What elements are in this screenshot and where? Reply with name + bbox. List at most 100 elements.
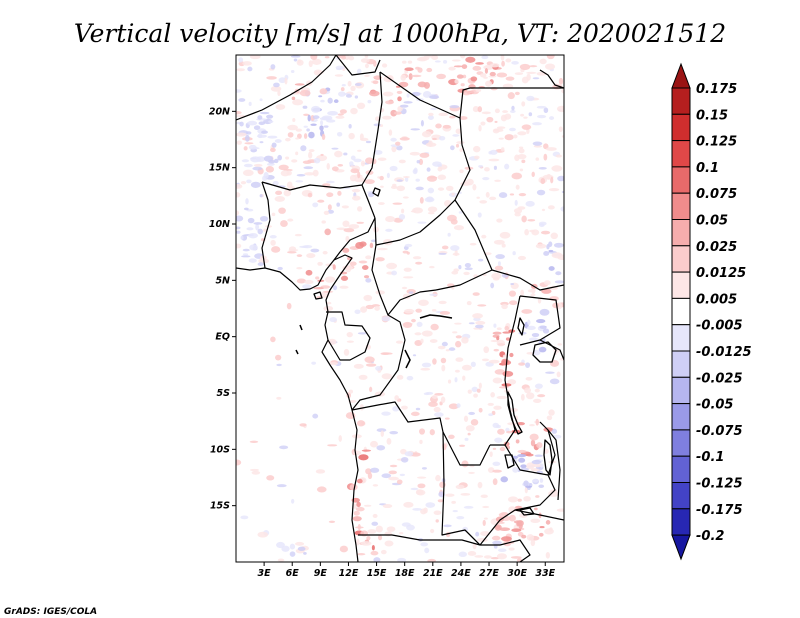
field-cell [438,300,447,305]
field-cell [277,154,282,161]
field-cell [285,156,290,160]
field-cell [494,369,506,375]
field-cell [497,261,501,266]
field-cell [413,167,418,174]
field-cell [291,96,296,101]
field-cell [469,242,477,246]
field-cell [386,437,392,445]
field-cell [236,132,247,137]
field-cell [348,123,352,129]
colorbar-label: -0.175 [696,503,743,518]
field-cell [444,417,450,420]
field-cell [367,529,377,534]
field-cell [545,551,550,559]
field-cell [284,77,288,85]
field-cell [426,167,431,172]
field-cell [492,461,501,467]
lake-kariba [519,507,535,516]
field-cell [451,270,459,275]
field-cell [465,425,475,432]
field-cell [279,445,289,450]
border-north-a [236,55,337,121]
field-cell [350,165,355,168]
lake-victoria [532,341,557,363]
field-cell [546,244,550,250]
lon-tick-label: 12E [339,568,359,579]
field-cell [334,150,343,158]
field-cell [487,402,494,406]
colorbar-box [671,271,691,299]
field-cell [528,337,539,341]
field-cell [253,125,261,131]
field-cell [236,215,244,222]
field-cell [555,154,563,158]
field-cell [450,145,455,151]
field-cell [366,536,371,541]
field-cell [525,376,533,381]
field-cell [517,131,527,136]
field-cell [519,146,524,149]
colorbar-label: 0.025 [696,240,737,255]
field-cell [545,520,551,525]
field-cell [501,358,510,366]
field-cell [336,131,343,137]
field-cell [495,254,505,260]
field-cell [393,111,402,115]
field-cell [406,375,414,381]
field-cell [466,301,472,306]
field-cell [432,137,437,141]
field-cell [453,65,463,68]
field-cell [455,128,462,134]
field-cell [472,106,480,113]
field-cell [331,147,339,150]
field-cell [236,226,241,230]
field-cell [430,323,439,331]
field-cell [401,60,407,64]
field-cell [475,62,484,65]
field-cell [280,170,290,177]
field-cell [407,60,413,64]
field-cell [493,239,505,245]
field-cell [452,510,458,513]
field-cell [509,300,518,306]
lat-tick-label: 5N [215,275,230,286]
border-cameroon-car [371,217,437,316]
field-cell [455,335,462,339]
field-cell [341,84,346,87]
field-cell [299,89,311,97]
field-cell [275,354,282,361]
field-cell [427,176,438,179]
colorbar-box [671,403,691,431]
lake-chad [372,187,381,197]
grads-credit: GrADS: IGES/COLA [4,607,97,617]
field-cell [328,520,336,523]
field-cell [490,557,500,560]
field-cell [468,471,475,475]
field-cell [403,267,412,272]
field-cell [349,161,354,166]
field-cell [371,521,379,526]
field-cell [415,489,424,495]
field-cell [397,96,402,102]
field-cell [520,289,525,296]
colorbar-label: 0.005 [696,292,737,307]
field-cell [518,522,523,530]
field-cell [468,322,475,325]
field-cell [509,193,515,196]
field-cell [420,119,424,127]
field-cell [348,132,355,140]
field-cell [534,507,538,511]
field-cell [433,412,444,417]
field-cell [492,277,500,281]
field-cell [546,415,553,421]
field-cell [336,202,341,207]
river-dash-d [295,349,299,355]
field-cell [263,171,269,179]
field-cell [323,210,330,216]
field-cell [302,160,312,164]
field-cell [452,252,460,256]
field-cell [342,247,350,253]
field-cell [346,331,353,338]
field-cell [546,55,555,60]
field-cell [376,445,386,451]
